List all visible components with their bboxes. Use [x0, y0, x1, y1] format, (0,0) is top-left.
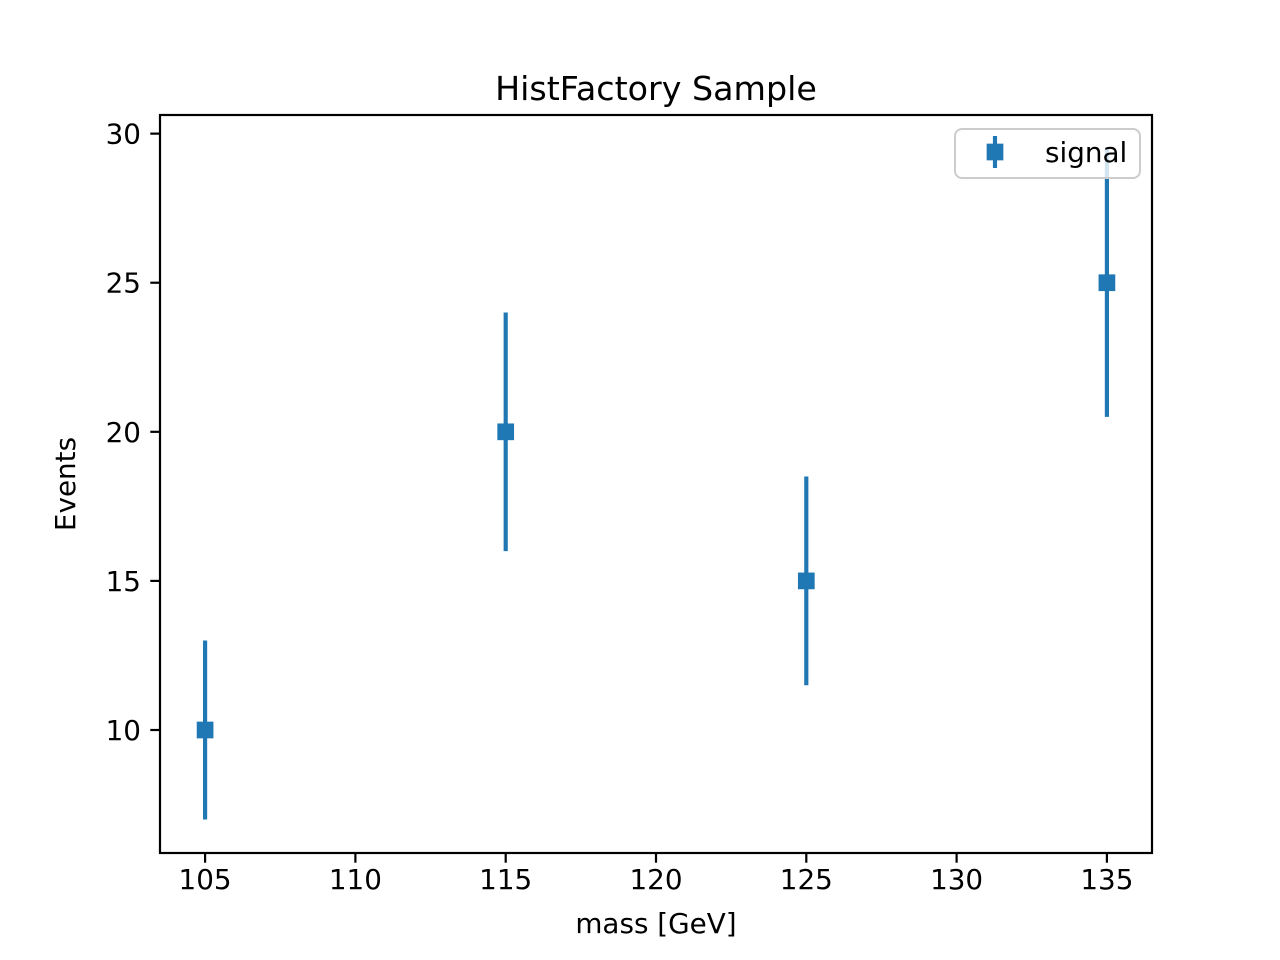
legend-marker-icon — [986, 136, 1004, 168]
y-tick-label: 30 — [106, 118, 141, 151]
data-point-marker — [196, 721, 214, 739]
plot-spines — [158, 113, 1154, 855]
data-point-marker — [797, 572, 815, 590]
x-tick-label: 135 — [1080, 863, 1133, 896]
x-tick-label: 130 — [930, 863, 983, 896]
legend-frame — [954, 128, 1141, 179]
y-tick-label: 15 — [106, 565, 141, 598]
chart-title: HistFactory Sample — [495, 69, 817, 108]
legend-square-marker — [986, 143, 1004, 161]
x-tick-label: 105 — [179, 863, 232, 896]
x-tick-label: 125 — [780, 863, 833, 896]
x-tick-label: 110 — [329, 863, 382, 896]
x-axis-ticks: 105 110 115 120 125 130 135 — [179, 853, 1133, 896]
y-tick-label: 20 — [106, 416, 141, 449]
y-axis-label: Events — [49, 437, 82, 531]
y-axis-ticks: 10 15 20 25 30 — [106, 118, 160, 747]
data-point-marker — [1098, 274, 1116, 292]
x-axis-label: mass [GeV] — [575, 907, 736, 940]
legend: signal — [954, 128, 1141, 179]
data-point-marker — [497, 423, 515, 441]
y-tick-label: 25 — [106, 267, 141, 300]
signal-series — [196, 148, 1116, 820]
x-tick-label: 120 — [629, 863, 682, 896]
y-tick-label: 10 — [106, 714, 141, 747]
legend-entry-label: signal — [1045, 136, 1127, 169]
x-tick-label: 115 — [479, 863, 532, 896]
